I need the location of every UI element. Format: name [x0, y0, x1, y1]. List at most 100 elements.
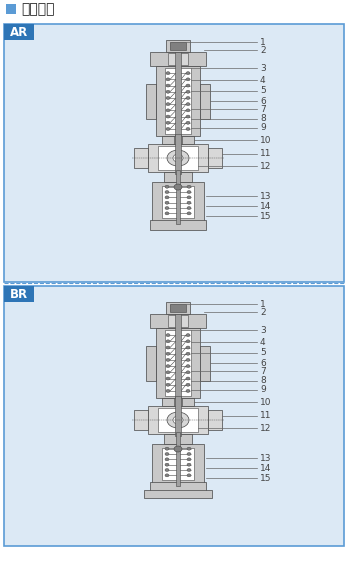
Ellipse shape	[165, 201, 169, 204]
Bar	[148, 144, 208, 172]
Bar	[175, 52, 181, 136]
Ellipse shape	[165, 474, 169, 477]
Ellipse shape	[187, 201, 191, 204]
Text: AR: AR	[10, 25, 28, 39]
Ellipse shape	[165, 212, 169, 215]
Ellipse shape	[165, 191, 169, 193]
Bar	[152, 182, 204, 222]
Bar	[200, 346, 210, 380]
Text: 11: 11	[260, 411, 271, 420]
Ellipse shape	[166, 365, 170, 368]
Bar	[176, 170, 180, 224]
Ellipse shape	[173, 154, 183, 162]
Text: 4: 4	[260, 75, 266, 84]
Text: 5: 5	[260, 86, 266, 95]
Bar	[162, 136, 194, 144]
Ellipse shape	[167, 150, 189, 166]
Bar	[150, 220, 206, 230]
Bar	[174, 136, 182, 144]
Bar	[158, 408, 198, 432]
Ellipse shape	[186, 97, 190, 99]
Text: 7: 7	[260, 105, 266, 114]
Ellipse shape	[166, 103, 170, 106]
Bar	[134, 410, 148, 430]
Ellipse shape	[187, 212, 191, 215]
Text: 10: 10	[260, 135, 271, 144]
Ellipse shape	[187, 447, 191, 450]
Ellipse shape	[166, 72, 170, 75]
Text: 3: 3	[260, 325, 266, 334]
Bar	[175, 314, 181, 398]
Ellipse shape	[187, 458, 191, 461]
Ellipse shape	[186, 340, 190, 343]
Text: 15: 15	[260, 211, 271, 220]
Text: 2: 2	[260, 46, 266, 55]
Ellipse shape	[187, 474, 191, 477]
Bar	[158, 146, 198, 170]
Ellipse shape	[165, 452, 169, 456]
Bar	[146, 84, 156, 119]
Ellipse shape	[174, 184, 182, 190]
Bar	[166, 40, 190, 52]
Bar	[4, 24, 34, 40]
Bar	[146, 346, 156, 380]
Bar	[162, 448, 194, 480]
Text: 1: 1	[260, 300, 266, 309]
Text: 15: 15	[260, 474, 271, 483]
Ellipse shape	[186, 115, 190, 118]
Ellipse shape	[186, 371, 190, 374]
Ellipse shape	[165, 447, 169, 450]
Ellipse shape	[186, 346, 190, 349]
Text: 13: 13	[260, 192, 271, 201]
Ellipse shape	[166, 84, 170, 87]
Ellipse shape	[166, 352, 170, 355]
Bar	[176, 432, 180, 486]
Text: 12: 12	[260, 162, 271, 171]
Ellipse shape	[165, 469, 169, 472]
Bar	[166, 302, 190, 314]
Ellipse shape	[187, 463, 191, 466]
Ellipse shape	[166, 340, 170, 343]
Ellipse shape	[173, 416, 183, 424]
Text: 12: 12	[260, 424, 271, 433]
Bar	[4, 286, 34, 302]
Ellipse shape	[186, 359, 190, 361]
Bar	[208, 148, 222, 168]
Ellipse shape	[166, 359, 170, 361]
Bar	[200, 84, 210, 119]
Text: 3: 3	[260, 64, 266, 72]
Bar	[162, 186, 194, 218]
Bar	[162, 398, 194, 406]
Text: 6: 6	[260, 97, 266, 106]
Ellipse shape	[186, 334, 190, 337]
Ellipse shape	[187, 207, 191, 210]
Text: 4: 4	[260, 338, 266, 347]
Ellipse shape	[166, 78, 170, 81]
Bar	[156, 328, 200, 398]
Ellipse shape	[186, 365, 190, 368]
Ellipse shape	[166, 90, 170, 93]
Ellipse shape	[166, 389, 170, 392]
Ellipse shape	[166, 334, 170, 337]
Ellipse shape	[165, 185, 169, 188]
Text: 内部結構: 内部結構	[21, 2, 55, 16]
Bar	[175, 396, 181, 436]
Text: 9: 9	[260, 385, 266, 394]
Text: 9: 9	[260, 123, 266, 132]
Bar	[4, 286, 344, 546]
Bar	[152, 444, 204, 484]
Bar	[6, 4, 16, 14]
Ellipse shape	[186, 72, 190, 75]
Ellipse shape	[186, 109, 190, 112]
Bar	[150, 52, 206, 66]
Ellipse shape	[186, 121, 190, 124]
Text: 7: 7	[260, 367, 266, 376]
Ellipse shape	[186, 128, 190, 130]
Ellipse shape	[186, 90, 190, 93]
Text: 10: 10	[260, 397, 271, 406]
Ellipse shape	[186, 377, 190, 380]
Bar	[156, 66, 200, 136]
Bar	[168, 53, 188, 65]
Bar	[148, 406, 208, 434]
Text: 8: 8	[260, 114, 266, 123]
